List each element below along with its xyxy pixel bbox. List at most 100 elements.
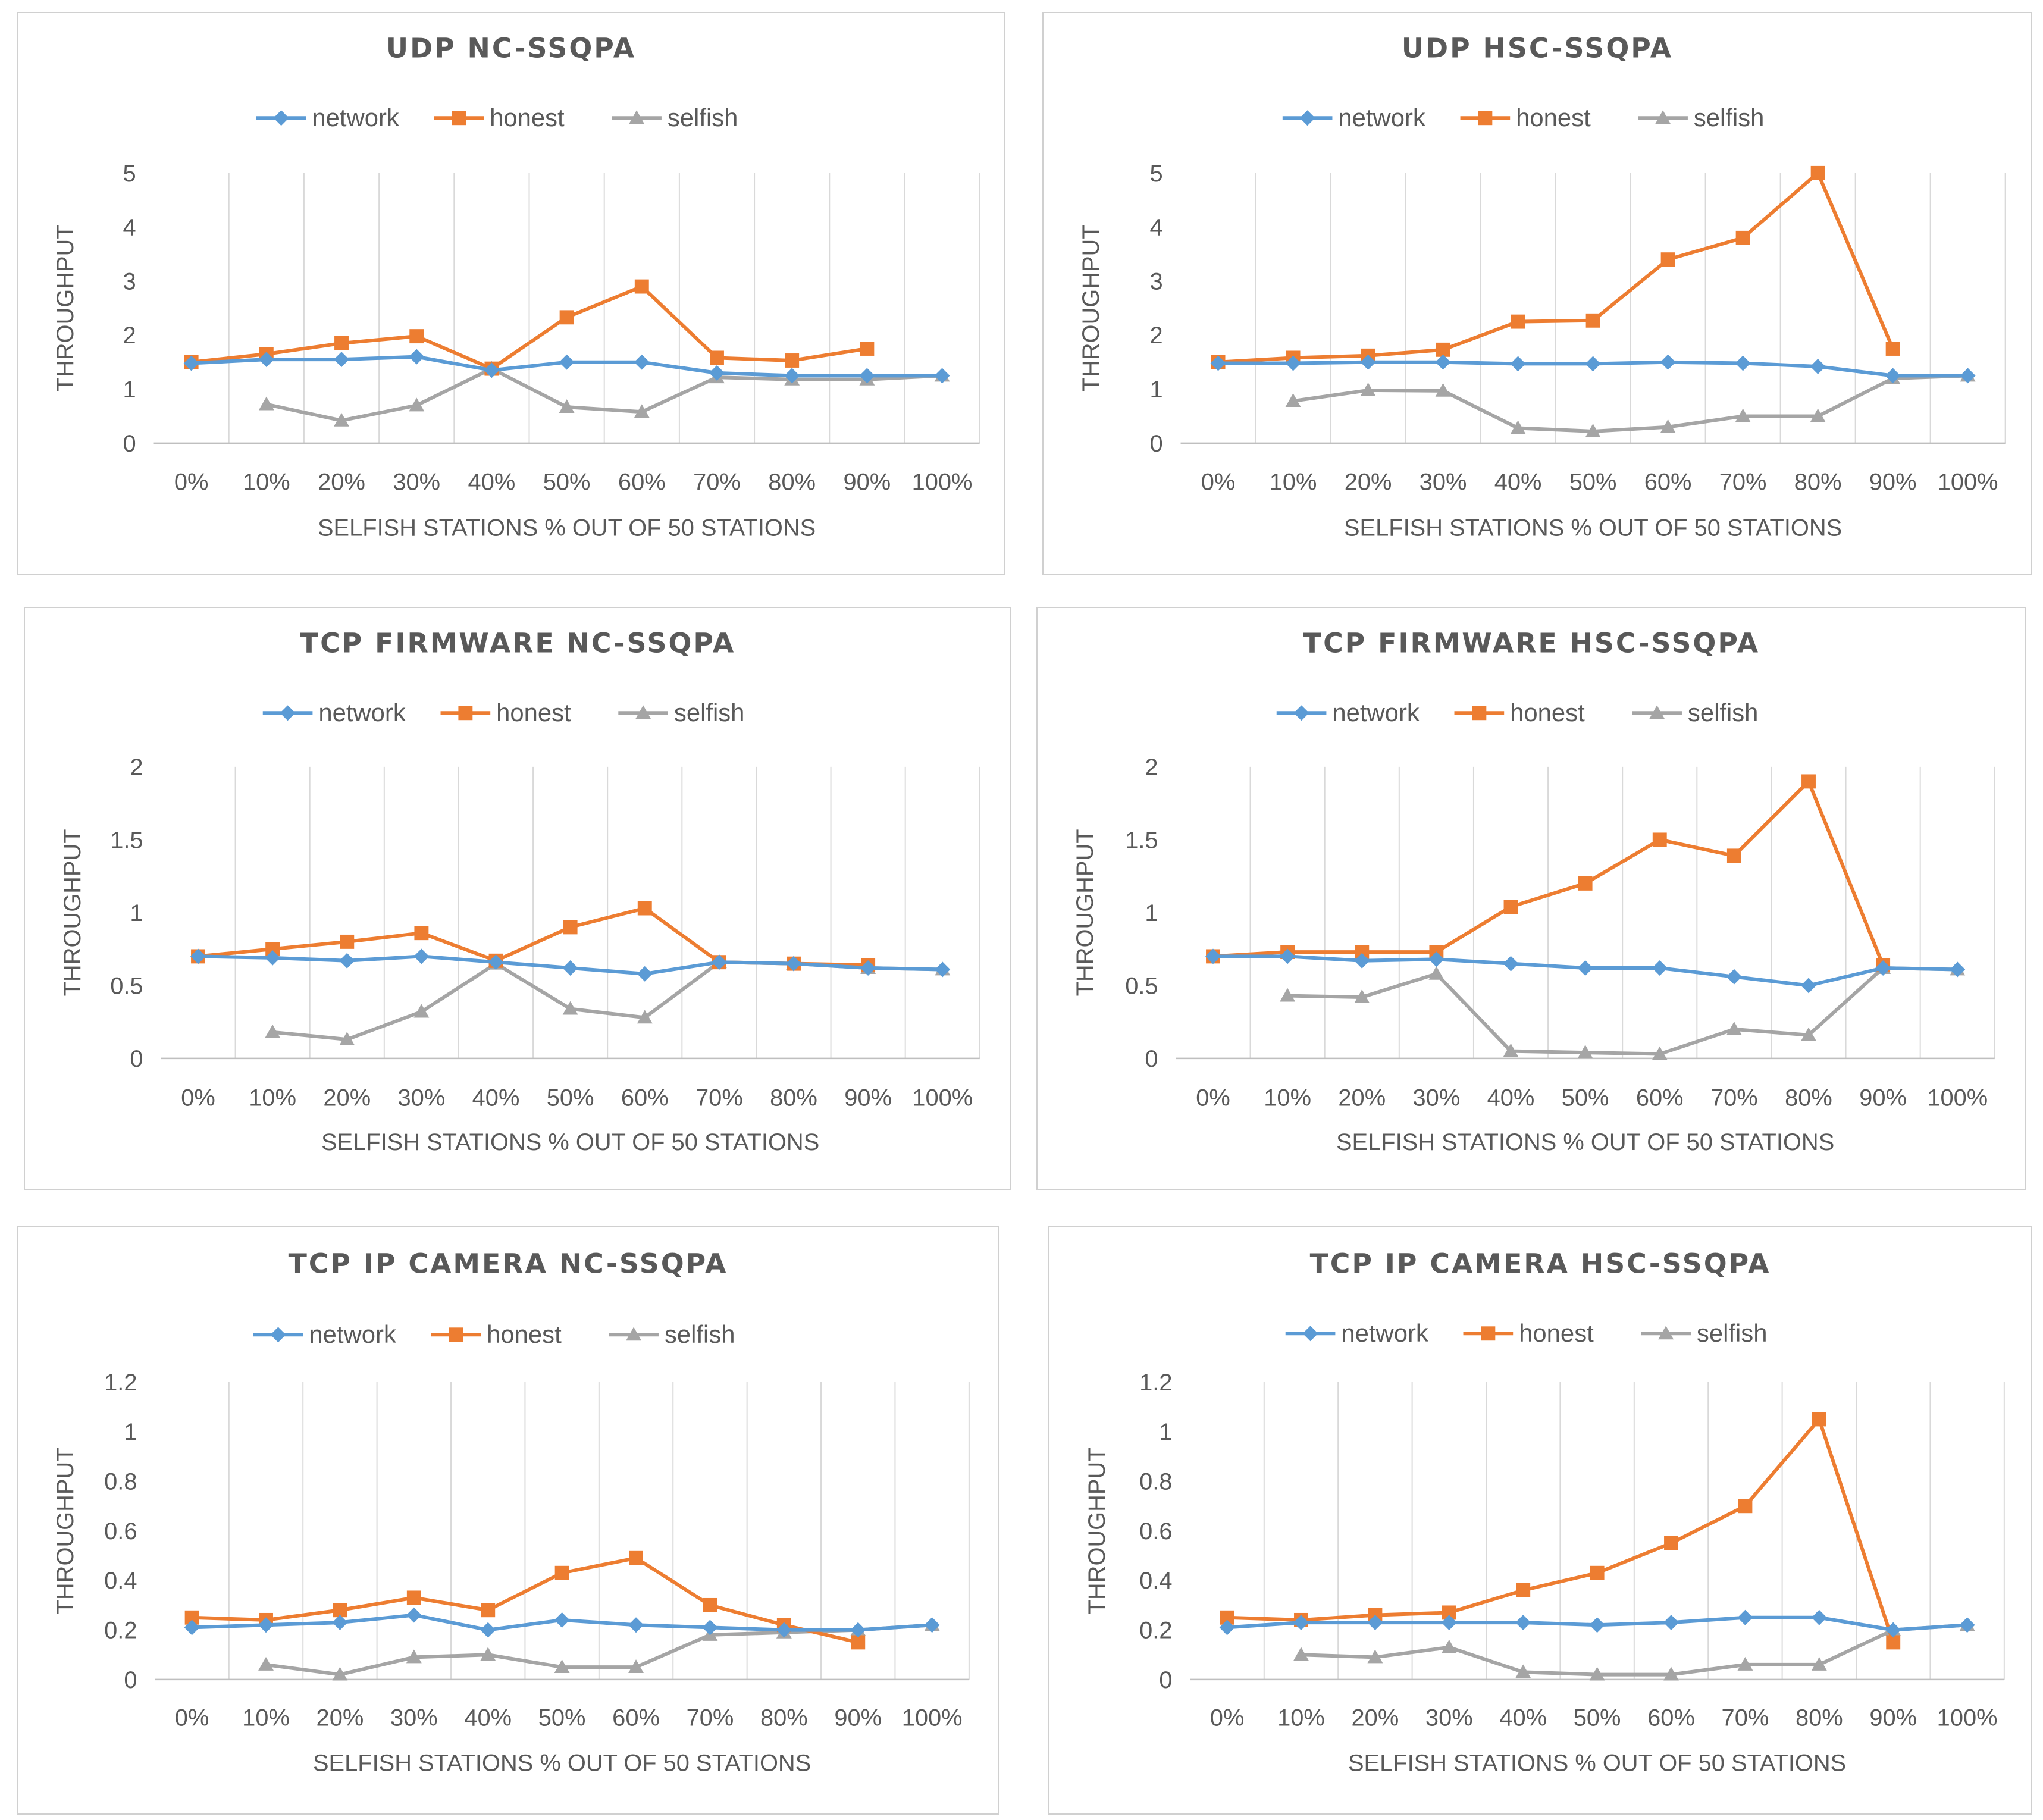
legend-label: selfish	[668, 104, 738, 131]
data-point-network	[1577, 960, 1593, 976]
y-tick-label: 4	[123, 215, 136, 241]
data-point-network	[1435, 354, 1451, 370]
data-point-honest	[1511, 314, 1525, 329]
x-axis-label: SELFISH STATIONS % OUT OF 50 STATIONS	[1344, 515, 1842, 541]
data-point-honest	[629, 1550, 643, 1565]
data-point-honest	[1220, 1610, 1234, 1625]
series-selfish	[1285, 368, 1976, 437]
data-point-network	[1663, 1615, 1679, 1631]
data-point-honest	[554, 1565, 569, 1580]
series-network	[1210, 354, 1976, 384]
x-tick-label: 100%	[1937, 1705, 1998, 1731]
data-point-network	[1811, 1609, 1827, 1625]
x-tick-label: 10%	[1264, 1085, 1311, 1111]
x-tick-label: 60%	[621, 1085, 669, 1111]
y-tick-label: 1.2	[1139, 1370, 1172, 1396]
chart-title: TCP FIRMWARE HSC-SSQPA	[1303, 627, 1760, 659]
y-tick-label: 5	[123, 161, 136, 187]
x-tick-label: 30%	[1425, 1705, 1473, 1731]
y-tick-label: 1	[1150, 377, 1163, 403]
legend-label: selfish	[1688, 698, 1759, 726]
data-point-honest	[1585, 313, 1600, 328]
data-point-selfish	[1285, 393, 1301, 408]
data-point-network	[1810, 359, 1826, 374]
chart-svg: TCP IP CAMERA NC-SSQPA network honest selfi…	[52, 1248, 970, 1776]
data-point-network	[1801, 978, 1816, 994]
data-point-network	[554, 1612, 570, 1628]
y-tick-label: 0.8	[1139, 1469, 1172, 1495]
legend-label: honest	[496, 698, 571, 726]
data-point-selfish	[637, 1010, 653, 1024]
x-tick-label: 90%	[834, 1705, 882, 1731]
series-honest	[184, 279, 875, 376]
data-point-network	[934, 368, 950, 384]
x-tick-label: 0%	[175, 1705, 209, 1731]
data-point-honest	[333, 1603, 347, 1618]
x-tick-label: 30%	[1413, 1085, 1461, 1111]
y-tick-label: 0.5	[1125, 973, 1158, 999]
legend-marker	[629, 110, 645, 124]
data-point-network	[637, 966, 653, 982]
y-tick-label: 3	[123, 268, 136, 295]
data-point-honest	[1442, 1605, 1456, 1620]
x-tick-label: 80%	[768, 469, 816, 496]
x-tick-label: 100%	[912, 469, 973, 496]
legend-network: network	[256, 104, 399, 131]
data-point-selfish	[413, 1004, 430, 1018]
legend-label: honest	[490, 104, 565, 131]
y-tick-label: 1	[124, 1419, 137, 1445]
data-point-selfish	[559, 399, 575, 414]
data-point-selfish	[1293, 1647, 1309, 1661]
data-point-honest	[1590, 1565, 1605, 1580]
x-tick-label: 90%	[1869, 1705, 1917, 1731]
data-point-selfish	[1737, 1656, 1753, 1671]
x-tick-label: 100%	[912, 1085, 973, 1111]
data-point-network	[480, 1622, 496, 1638]
y-tick-label: 1	[130, 900, 143, 926]
y-tick-label: 5	[1150, 161, 1163, 187]
data-point-network	[1503, 956, 1519, 972]
legend-marker	[1299, 110, 1315, 126]
x-tick-label: 30%	[398, 1085, 446, 1111]
data-point-honest	[265, 942, 280, 957]
data-point-honest	[409, 329, 424, 344]
series-line-selfish	[1293, 374, 1968, 433]
chart-panel-tcp-ipcamera-nc: TCP IP CAMERA NC-SSQPA network honest selfi…	[17, 1226, 999, 1815]
data-point-network	[265, 950, 281, 966]
legend-selfish: selfish	[1638, 104, 1764, 131]
chart-svg: TCP FIRMWARE HSC-SSQPA network honest selfi…	[1072, 627, 1995, 1155]
data-point-network	[1652, 960, 1668, 976]
legend-label: selfish	[1694, 104, 1765, 131]
legend-marker	[1658, 1326, 1674, 1340]
chart-panel-udp-hsc: UDP HSC-SSQPA network honest selfish 0 1 2 3 4 5 0…	[1042, 12, 2032, 575]
data-point-network	[1589, 1617, 1605, 1633]
x-tick-label: 40%	[1487, 1085, 1535, 1111]
y-axis-label: THROUGHPUT	[52, 1447, 79, 1614]
data-point-selfish	[1354, 989, 1370, 1003]
data-point-network	[1360, 354, 1376, 370]
x-axis-label: SELFISH STATIONS % OUT OF 50 STATIONS	[318, 515, 816, 541]
data-point-honest	[785, 353, 800, 368]
x-tick-label: 50%	[538, 1705, 586, 1731]
y-axis-label: THROUGHPUT	[1072, 829, 1098, 996]
data-point-network	[559, 354, 575, 370]
legend-marker	[449, 1327, 463, 1342]
y-tick-label: 0	[1159, 1667, 1172, 1693]
legend-marker	[1472, 706, 1487, 721]
legend-marker	[458, 706, 473, 721]
series-line-honest	[192, 1556, 858, 1644]
data-point-selfish	[628, 1659, 644, 1674]
x-tick-label: 20%	[318, 469, 365, 496]
data-point-selfish	[1735, 408, 1751, 422]
legend-selfish: selfish	[1632, 698, 1758, 726]
legend-label: network	[1338, 104, 1425, 131]
data-point-selfish	[1663, 1666, 1679, 1681]
data-point-selfish	[409, 397, 425, 412]
data-point-selfish	[258, 1656, 274, 1671]
y-tick-label: 0.8	[104, 1469, 137, 1495]
data-point-honest	[634, 279, 649, 294]
data-point-selfish	[1367, 1649, 1383, 1664]
x-tick-label: 100%	[902, 1705, 963, 1731]
y-tick-label: 0.6	[1139, 1518, 1172, 1545]
x-tick-label: 40%	[1494, 469, 1542, 496]
